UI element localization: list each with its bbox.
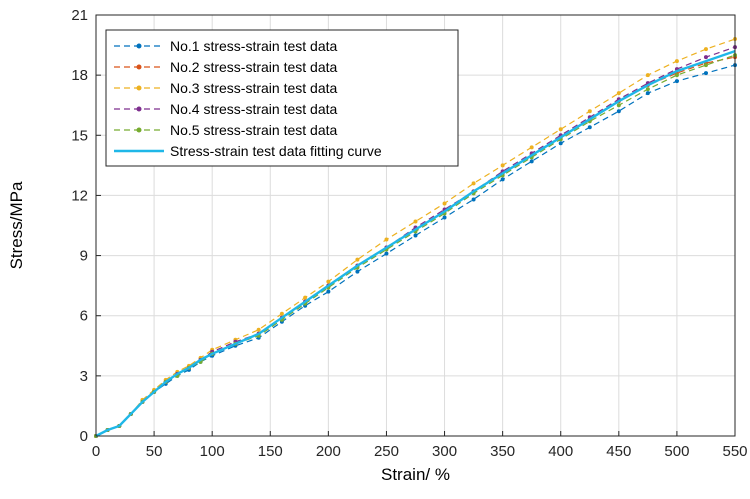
series-3-point <box>384 237 389 242</box>
series-1-point <box>616 109 621 114</box>
series-3-point <box>279 311 284 316</box>
legend-marker-5 <box>136 127 142 133</box>
series-layer <box>94 37 737 438</box>
y-tick-label: 18 <box>71 67 88 84</box>
legend-label-3: No.3 stress-strain test data <box>170 80 338 96</box>
legend-marker-4 <box>136 106 142 112</box>
y-tick-label: 0 <box>80 428 88 445</box>
x-tick-label: 300 <box>432 443 457 460</box>
legend: No.1 stress-strain test data No.2 stress-… <box>105 29 459 167</box>
series-1-point <box>355 269 360 274</box>
y-tick-label: 9 <box>80 248 88 265</box>
series-1-point <box>413 233 418 238</box>
series-3-point <box>703 47 708 52</box>
series-3-point <box>326 279 331 284</box>
series-1-point <box>529 159 534 164</box>
legend-label-2: No.2 stress-strain test data <box>170 59 338 75</box>
series-5-point <box>645 87 650 92</box>
y-tick-label: 3 <box>80 368 88 385</box>
series-3-point <box>587 109 592 114</box>
legend-label-1: No.1 stress-strain test data <box>170 38 338 54</box>
legend-box <box>105 29 459 167</box>
ticks: 0 50 100 150 200 250 300 350 400 450 500 550 0 3 6 9 12 1… <box>71 7 747 460</box>
x-tick-label: 150 <box>258 443 283 460</box>
x-tick-label: 350 <box>490 443 515 460</box>
y-tick-label: 12 <box>71 187 88 204</box>
x-tick-label: 100 <box>200 443 225 460</box>
series-1-point <box>703 71 708 76</box>
series-5-point <box>616 103 621 108</box>
series-3-point <box>303 295 308 300</box>
x-tick-label: 400 <box>548 443 573 460</box>
series-3-point <box>471 181 476 186</box>
x-tick-label: 500 <box>664 443 689 460</box>
series-3-point <box>674 59 679 64</box>
series-1-point <box>587 125 592 130</box>
series-1-point <box>326 289 331 294</box>
series-3-point <box>529 145 534 150</box>
series-3-point <box>413 219 418 224</box>
series-5-point <box>674 73 679 78</box>
x-tick-label: 0 <box>92 443 100 460</box>
legend-marker-3 <box>136 85 142 91</box>
series-1-point <box>384 251 389 256</box>
x-tick-label: 50 <box>146 443 163 460</box>
plot-frame <box>95 14 736 437</box>
legend-label-4: No.4 stress-strain test data <box>170 101 338 117</box>
series-3-point <box>442 201 447 206</box>
x-tick-label: 250 <box>374 443 399 460</box>
y-tick-label: 15 <box>71 127 88 144</box>
x-tick-label: 450 <box>606 443 631 460</box>
series-3-point <box>645 73 650 78</box>
series-line-6 <box>95 49 736 438</box>
series-1-point <box>471 197 476 202</box>
legend-marker-2 <box>136 64 142 70</box>
series-5-point <box>703 63 708 68</box>
y-axis-label: Stress/MPa <box>7 181 26 269</box>
legend-label-5: No.5 stress-strain test data <box>170 122 338 138</box>
series-4-point <box>703 55 708 60</box>
series-1-point <box>674 79 679 84</box>
series-1-point <box>558 141 563 146</box>
series-3-point <box>500 163 505 168</box>
y-tick-label: 21 <box>71 7 88 24</box>
series-3-point <box>256 327 261 332</box>
legend-label-6: Stress-strain test data fitting curve <box>170 143 382 159</box>
series-1-point <box>442 215 447 220</box>
x-tick-label: 200 <box>316 443 341 460</box>
y-tick-label: 6 <box>80 308 88 325</box>
series-3-point <box>616 91 621 96</box>
x-axis-label: Strain/ % <box>381 465 450 484</box>
series-3-point <box>355 257 360 262</box>
series-3-point <box>558 127 563 132</box>
series-1-point <box>500 177 505 182</box>
x-tick-label: 550 <box>722 443 747 460</box>
series-1-point <box>645 91 650 96</box>
legend-marker-1 <box>136 43 142 49</box>
